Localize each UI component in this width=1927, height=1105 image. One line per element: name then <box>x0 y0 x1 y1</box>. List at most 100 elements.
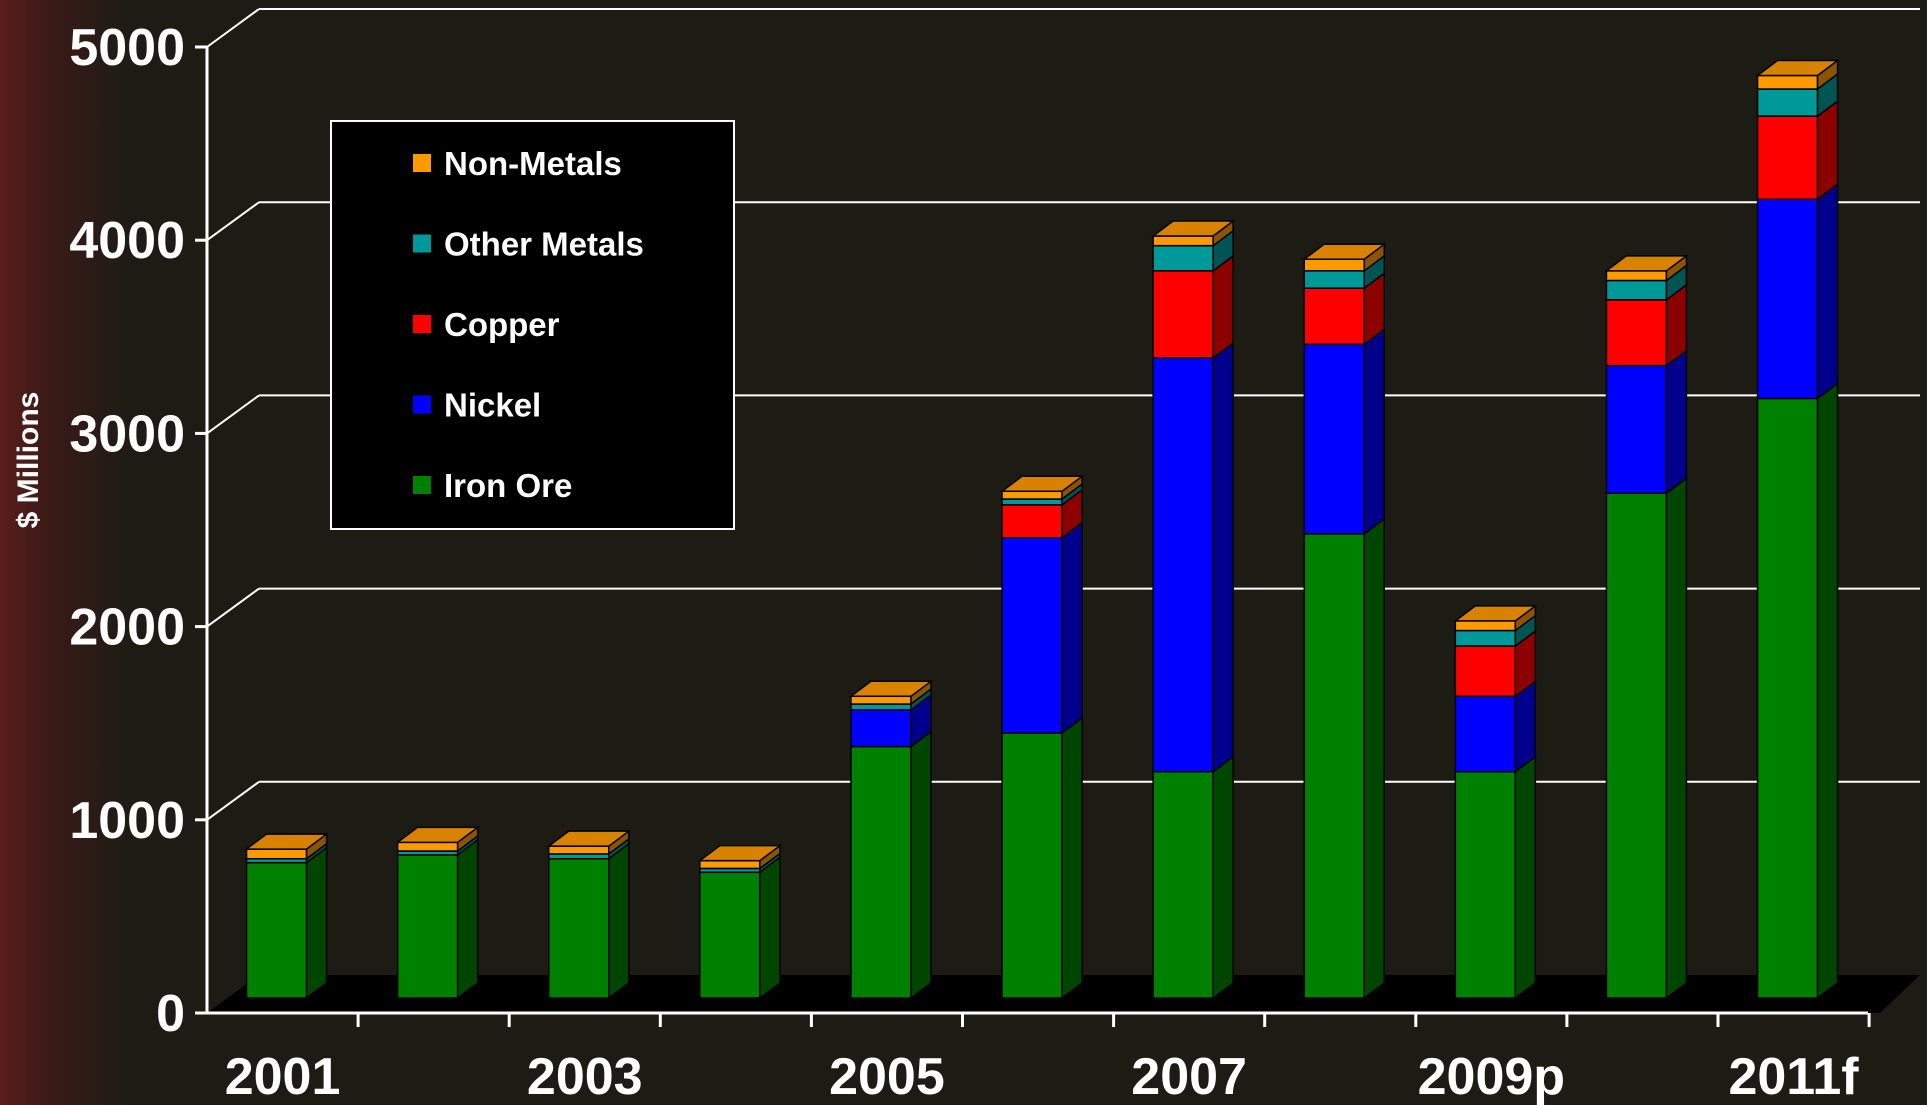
bar-top <box>999 475 1085 493</box>
x-tick-label: 2009p <box>1418 1048 1565 1105</box>
bar-segment-other-metals <box>1001 498 1063 506</box>
bar-side <box>608 842 630 1000</box>
bar-side <box>1061 716 1083 1000</box>
gridline-diagonal <box>206 780 260 821</box>
bar-side <box>1665 349 1688 495</box>
bar-stack-2009p <box>1453 604 1538 1000</box>
legend-label-non-metals: Non-Metals <box>444 145 622 182</box>
bar-top <box>546 830 631 847</box>
bar-segment-nickel <box>850 709 912 748</box>
bar-side <box>1212 254 1234 360</box>
bar-top <box>697 844 783 862</box>
bar-segment-non-metals <box>699 859 761 870</box>
bar-side <box>910 730 932 1000</box>
bar-segment-copper <box>1001 504 1063 539</box>
legend-label-iron-ore: Iron Ore <box>444 467 572 504</box>
bar-top <box>395 826 480 844</box>
legend-label-other-metals: Other Metals <box>444 226 644 263</box>
legend-swatch-other-metals <box>413 234 431 253</box>
bar-segment-iron-ore <box>1001 732 1063 999</box>
bar-segment-nickel <box>1605 364 1668 494</box>
bar-stack-2001 <box>244 832 329 1000</box>
bar-segment-non-metals <box>1454 620 1517 632</box>
bar-stack-2002 <box>395 825 480 1000</box>
y-tick-label: 2000 <box>69 599 185 657</box>
axes: 0 1000 2000 3000 4000 5000 2001 2003 2005 2007 200… <box>69 19 1871 1105</box>
x-tick-label: 2001 <box>225 1048 341 1105</box>
bar-segment-iron-ore <box>1605 492 1668 999</box>
bar-stack-2008 <box>1302 242 1387 1000</box>
bar-side <box>1665 476 1688 1000</box>
bar-segment-non-metals <box>850 695 912 705</box>
bar-side <box>305 846 328 1000</box>
y-tick-label: 5000 <box>69 19 185 77</box>
bar-stack-2004 <box>697 844 783 1000</box>
bar-segment-nickel <box>1454 695 1517 773</box>
bar-segment-iron-ore <box>245 861 308 999</box>
gridline-diagonal <box>206 201 260 242</box>
bar-segment-iron-ore <box>850 745 912 999</box>
bar-segment-copper <box>1756 115 1819 201</box>
bar-segment-other-metals <box>850 703 912 711</box>
x-tick-label: 2007 <box>1131 1048 1247 1105</box>
bar-side <box>1061 521 1083 735</box>
bar-side <box>456 838 479 1000</box>
bar-segment-copper <box>1454 645 1517 698</box>
bar-segment-nickel <box>1152 357 1214 773</box>
legend-box <box>330 120 735 530</box>
bar-stack-2006 <box>999 474 1085 1000</box>
bar-side <box>1363 327 1385 536</box>
bars <box>244 58 1840 1000</box>
bar-segment-nickel <box>1303 343 1365 535</box>
bar-top <box>244 833 329 850</box>
bar-side <box>1816 381 1839 1000</box>
bar-segment-iron-ore <box>1152 770 1214 999</box>
bar-segment-iron-ore <box>1303 533 1365 999</box>
bar-segment-non-metals <box>548 845 610 855</box>
bar-side <box>759 855 781 1000</box>
legend-swatch-iron-ore <box>413 476 431 494</box>
legend-swatch-copper <box>413 315 431 333</box>
bar-top <box>1755 59 1840 77</box>
bar-segment-non-metals <box>1001 490 1063 500</box>
gridline-diagonal <box>206 394 260 435</box>
bar-segment-other-metals <box>1454 629 1517 647</box>
bar-segment-other-metals <box>1756 88 1819 117</box>
bar-side <box>1816 182 1839 400</box>
bar-segment-iron-ore <box>1454 770 1517 999</box>
bar-segment-other-metals <box>1152 244 1214 272</box>
y-axis-title: $ Millions <box>12 392 45 529</box>
legend: Non-Metals Other Metals Copper Nickel Iron O… <box>330 120 735 530</box>
bar-side <box>1212 341 1234 774</box>
bar-segment-iron-ore <box>548 858 610 999</box>
bar-segment-copper <box>1605 299 1668 367</box>
bar-top <box>1302 243 1387 260</box>
bar-segment-non-metals <box>396 841 459 852</box>
bar-side <box>1816 99 1839 201</box>
legend-label-nickel: Nickel <box>444 387 541 424</box>
bar-segment-other-metals <box>1605 279 1668 301</box>
bar-stack-2010 <box>1604 254 1689 1000</box>
bar-segment-iron-ore <box>396 854 459 999</box>
y-tick-label: 0 <box>156 985 185 1043</box>
gridline-diagonal <box>206 8 260 48</box>
bar-segment-nickel <box>1001 536 1063 734</box>
bar-segment-non-metals <box>1303 258 1365 272</box>
y-tick-label: 1000 <box>69 792 185 850</box>
bar-top <box>1604 255 1689 272</box>
gridline-diagonal <box>206 587 260 628</box>
bar-segment-non-metals <box>1152 235 1214 247</box>
x-tick-label: 2005 <box>829 1048 945 1105</box>
legend-swatch-nickel <box>413 395 431 414</box>
x-tick-label: 2011f <box>1728 1048 1859 1105</box>
bar-side <box>1212 755 1234 1000</box>
bar-segment-copper <box>1303 287 1365 346</box>
legend-label-copper: Copper <box>444 306 560 343</box>
bar-segment-non-metals <box>1756 74 1819 90</box>
bar-segment-non-metals <box>245 848 308 860</box>
y-tick-label: 3000 <box>69 405 185 463</box>
bar-stack-2007 <box>1150 219 1236 1000</box>
bar-segment-copper <box>1152 270 1214 359</box>
legend-swatch-non-metals <box>413 154 431 172</box>
